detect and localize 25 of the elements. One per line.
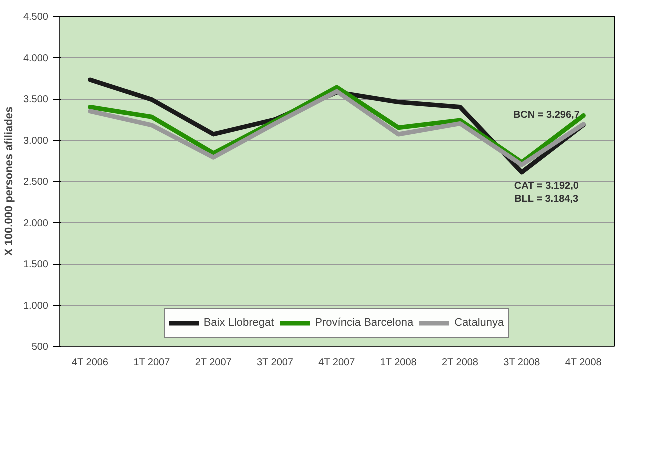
annotation: BLL = 3.184,3 xyxy=(514,194,580,206)
y-axis-title: X 100.000 persones afiliades xyxy=(3,106,16,256)
legend-label: Província Barcelona xyxy=(315,317,414,329)
x-tick-label: 1T 2007 xyxy=(134,358,171,368)
y-tick-label: 1.000 xyxy=(23,300,49,312)
legend-label: Baix Llobregat xyxy=(204,317,274,329)
legend-label: Catalunya xyxy=(454,317,504,329)
y-tick-label: 4.500 xyxy=(23,12,49,23)
y-tick-label: 3.000 xyxy=(23,136,49,147)
x-tick-label: 4T 2008 xyxy=(565,358,602,368)
annotation: BCN = 3.296,7 xyxy=(513,110,580,121)
y-tick-label: 1.500 xyxy=(23,260,49,270)
y-tick-label: 2.000 xyxy=(23,218,49,230)
x-tick-label: 2T 2008 xyxy=(442,358,479,368)
y-tick-label: 4.000 xyxy=(23,53,49,64)
x-tick-label: 2T 2007 xyxy=(195,358,232,368)
y-tick-label: 500 xyxy=(32,342,49,353)
y-tick-label: 2.500 xyxy=(23,177,49,188)
annotation: CAT = 3.192,0 xyxy=(514,180,580,192)
x-tick-label: 3T 2008 xyxy=(504,358,541,368)
x-tick-label: 4T 2007 xyxy=(318,358,356,368)
x-tick-label: 1T 2008 xyxy=(380,358,418,368)
x-tick-label: 3T 2007 xyxy=(256,358,294,368)
y-tick-label: 3.500 xyxy=(23,94,49,106)
x-tick-label: 4T 2006 xyxy=(72,358,109,368)
